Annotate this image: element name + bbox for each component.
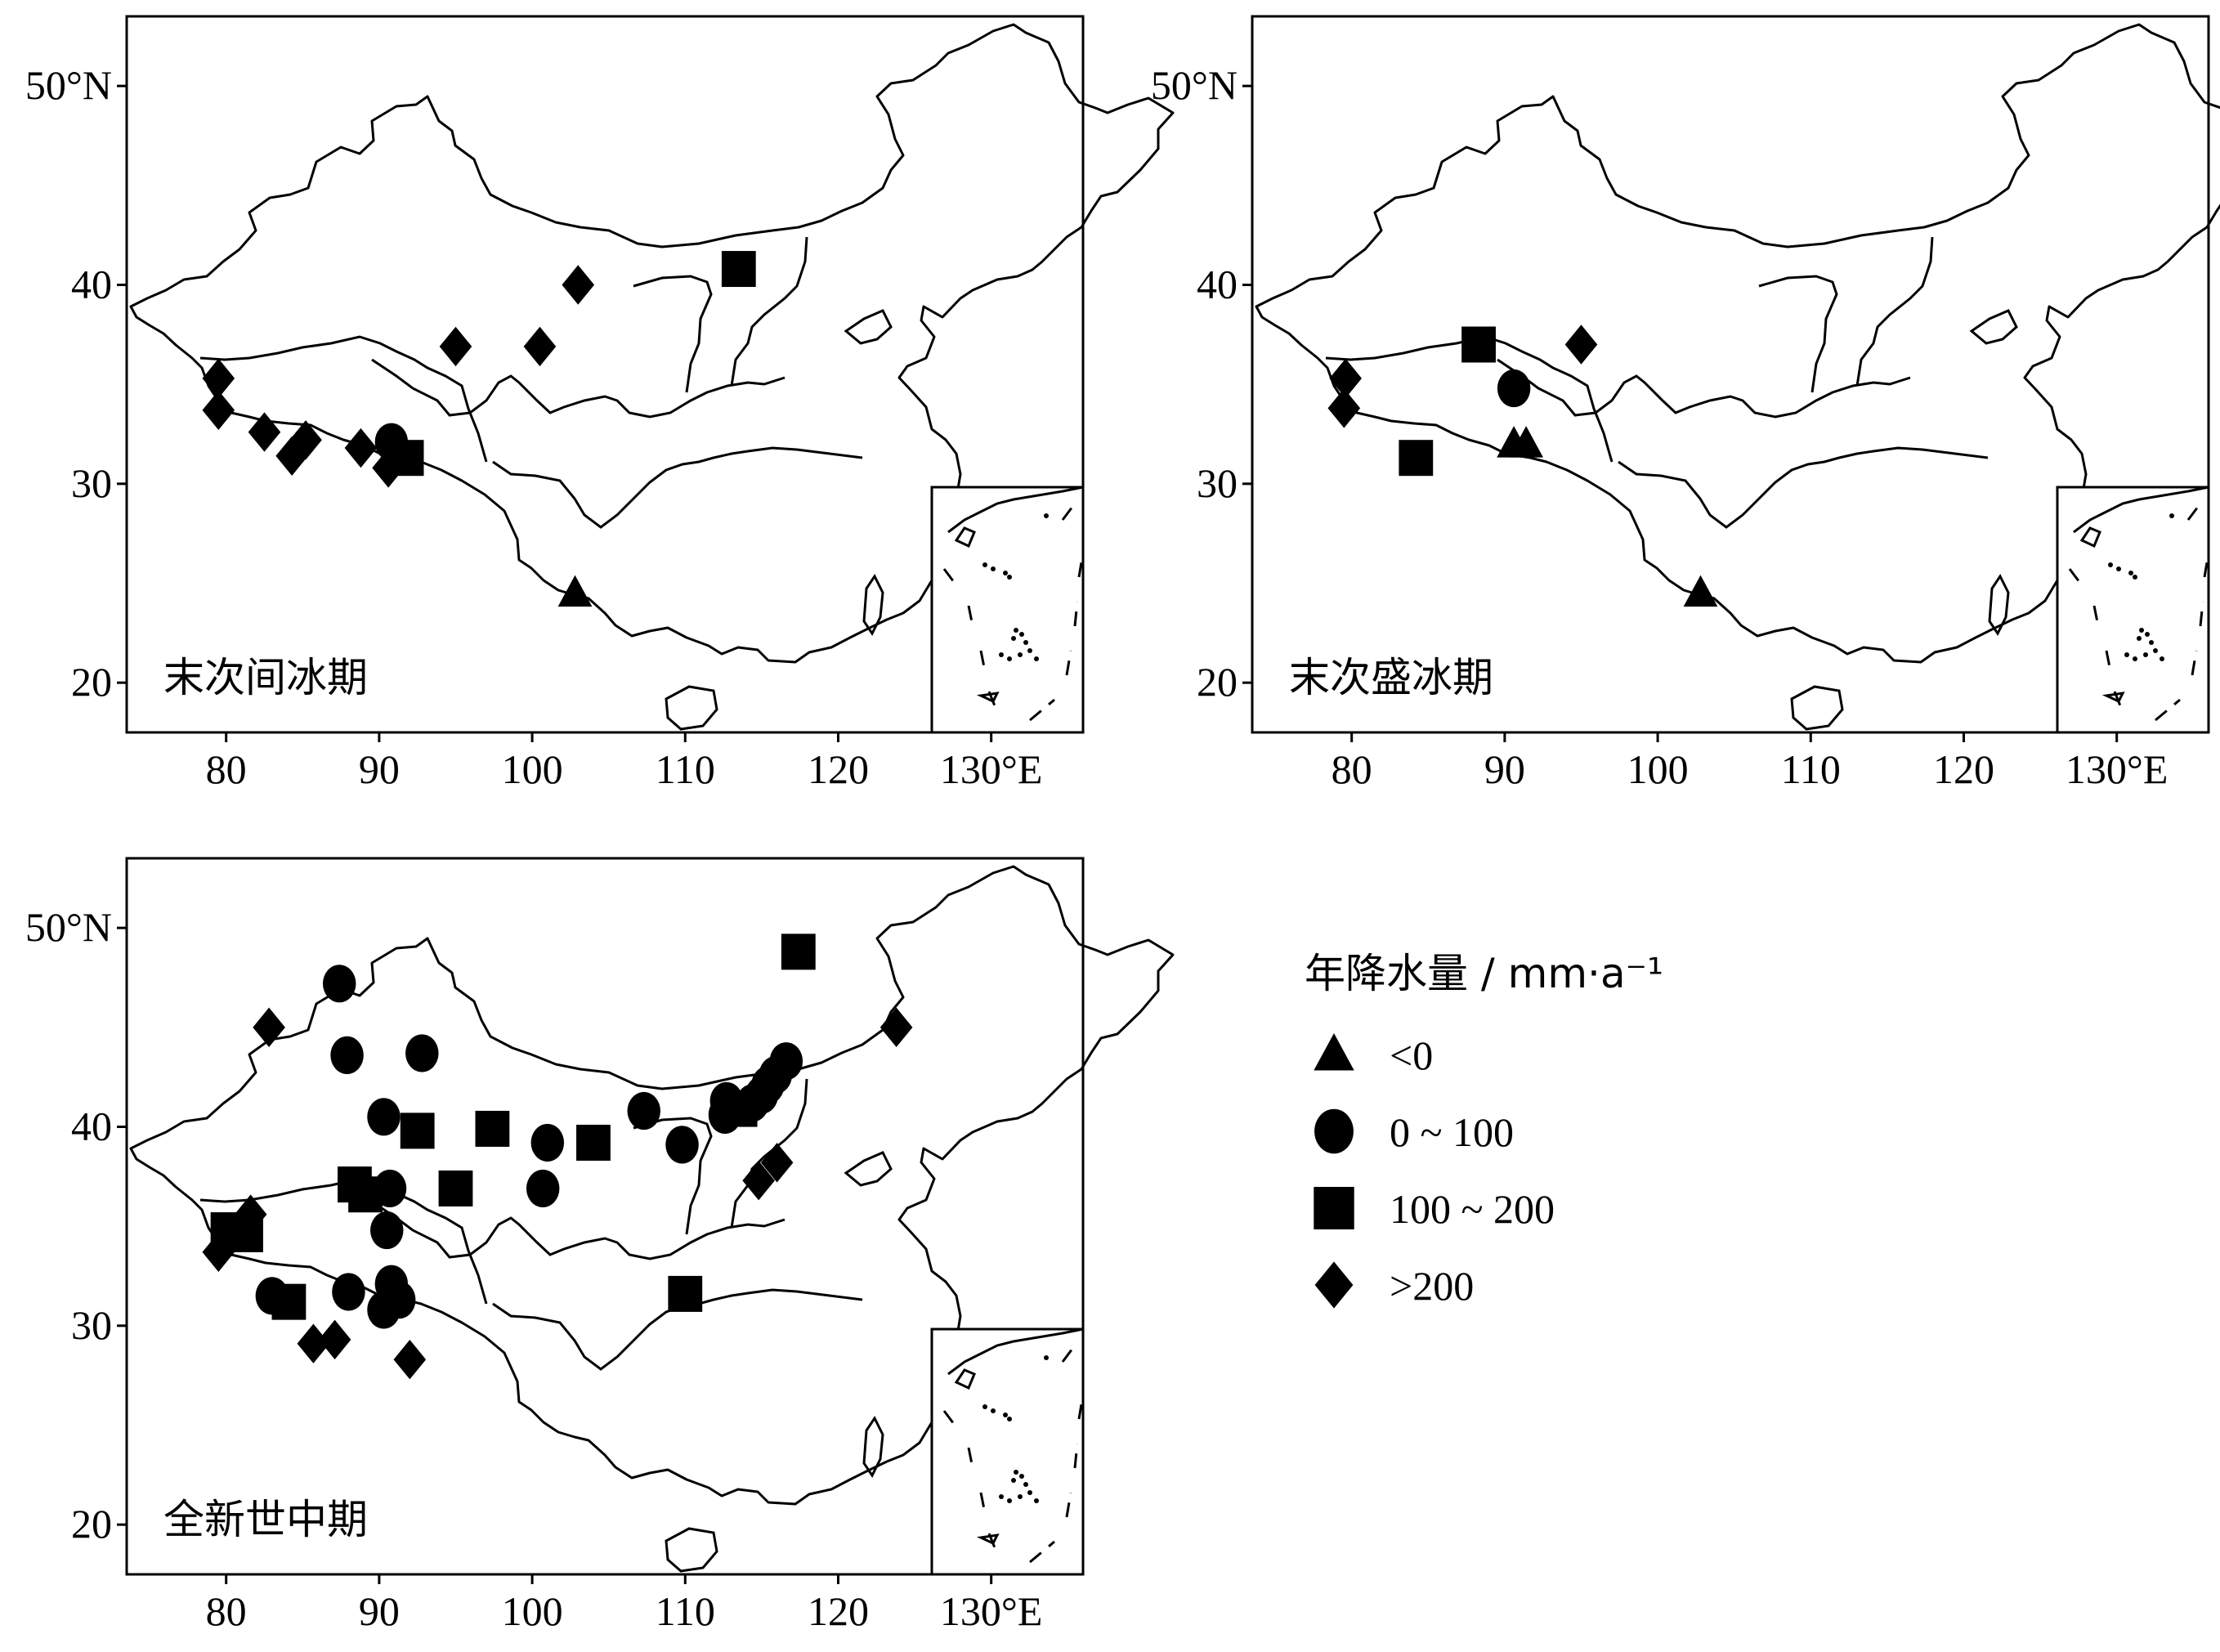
legend-label-diamond: >200	[1390, 1263, 1474, 1309]
legend-title: 年降水量 / mm·a⁻¹	[1305, 950, 1663, 997]
legend-circle-icon	[1314, 1108, 1354, 1154]
site-marker-circle	[330, 1036, 364, 1074]
south-china-sea-inset	[2056, 486, 2210, 734]
y-tick-label: 50°N	[1151, 62, 1238, 108]
legend-square-icon	[1314, 1187, 1354, 1229]
legend-items: <0 0 ~ 100 100 ~ 200 >200	[1314, 1032, 1555, 1309]
site-marker-circle	[1497, 369, 1531, 408]
y-tick-label: 40	[1197, 262, 1238, 307]
site-marker-circle	[367, 1291, 401, 1329]
x-tick-label: 80	[1332, 746, 1372, 792]
map-panel-2: 80 90 100 110 120 130°E 20 30 40 50°N 末次盛冰期	[1151, 15, 2220, 792]
x-tick-label: 110	[1781, 746, 1841, 792]
site-marker-square	[438, 1170, 473, 1207]
legend-label-triangle: <0	[1390, 1032, 1433, 1078]
y-tick-label: 30	[1197, 460, 1238, 506]
legend-label-circle: 0 ~ 100	[1390, 1109, 1514, 1155]
legend-diamond-icon	[1314, 1261, 1354, 1309]
x-tick-label: 130°E	[2066, 746, 2169, 792]
site-marker-diamond	[234, 1194, 267, 1234]
y-tick-label: 30	[71, 460, 112, 506]
x-tick-label: 120	[808, 746, 869, 792]
x-tick-label: 110	[656, 1588, 715, 1634]
south-china-sea-inset	[930, 1327, 1085, 1576]
site-marker-circle	[526, 1169, 560, 1208]
site-marker-diamond	[275, 436, 308, 476]
y-tick-label: 20	[71, 659, 112, 705]
site-marker-circle	[373, 1169, 407, 1208]
site-marker-diamond	[523, 326, 557, 367]
site-marker-circle	[665, 1126, 699, 1164]
site-marker-diamond	[1564, 325, 1598, 365]
site-marker-square	[475, 1110, 510, 1147]
x-tick-label: 90	[359, 746, 400, 792]
site-marker-square	[271, 1283, 307, 1320]
site-marker-circle	[370, 1211, 404, 1250]
map-panel-1: 80 90 100 110 120 130°E 20 30 40 50°N 末次间冰期	[25, 15, 1175, 792]
site-marker-diamond	[439, 326, 472, 367]
site-marker-square	[400, 1113, 435, 1149]
y-tick-label: 40	[71, 1104, 112, 1149]
x-tick-label: 100	[502, 1588, 563, 1634]
panel-title: 末次盛冰期	[1289, 654, 1493, 701]
x-tick-label: 80	[206, 1588, 247, 1634]
x-tick-label: 80	[206, 746, 247, 792]
y-tick-label: 20	[1197, 659, 1238, 705]
site-marker-diamond	[289, 420, 322, 460]
site-marker-square	[576, 1124, 611, 1161]
site-marker-diamond	[318, 1319, 351, 1360]
site-marker-diamond	[344, 428, 378, 468]
site-marker-square	[1399, 440, 1434, 477]
south-china-sea-inset	[930, 486, 1085, 734]
y-tick-label: 40	[71, 262, 112, 307]
x-tick-label: 90	[1484, 746, 1525, 792]
panel-title: 末次间冰期	[163, 654, 368, 701]
site-marker-triangle	[1509, 426, 1543, 458]
site-marker-circle	[322, 965, 356, 1003]
legend-label-square: 100 ~ 200	[1390, 1186, 1555, 1232]
site-marker-square	[668, 1275, 703, 1312]
site-marker-diamond	[1327, 388, 1361, 428]
x-tick-label: 90	[359, 1588, 400, 1634]
x-tick-label: 110	[656, 746, 715, 792]
legend: 年降水量 / mm·a⁻¹ <0 0 ~ 100 100 ~ 200 >200	[1305, 950, 1663, 1309]
site-marker-square	[721, 251, 756, 288]
site-marker-circle	[367, 1098, 401, 1136]
y-tick-label: 50°N	[25, 62, 112, 108]
map-panel-3: 80 90 100 110 120 130°E 20 30 40 50°N 全新世中期	[25, 857, 1175, 1634]
site-marker-diamond	[742, 1161, 775, 1201]
site-marker-diamond	[562, 265, 595, 305]
site-marker-diamond	[248, 412, 281, 452]
x-tick-label: 100	[1627, 746, 1689, 792]
panel-title: 全新世中期	[163, 1496, 368, 1543]
x-tick-label: 120	[1933, 746, 1994, 792]
site-marker-circle	[405, 1034, 439, 1072]
y-tick-label: 30	[71, 1302, 112, 1348]
site-marker-square	[781, 933, 816, 970]
legend-triangle-icon	[1314, 1033, 1354, 1071]
site-marker-circle	[332, 1273, 365, 1311]
site-marker-circle	[627, 1091, 660, 1130]
site-marker-diamond	[1329, 358, 1362, 399]
y-tick-label: 50°N	[25, 904, 112, 950]
panels-layer: 80 90 100 110 120 130°E 20 30 40 50°N 末次间冰期 80 90 100…	[25, 15, 2220, 1634]
site-marker-circle	[530, 1123, 565, 1162]
site-marker-circle	[769, 1042, 803, 1081]
x-tick-label: 130°E	[940, 1588, 1043, 1634]
x-tick-label: 130°E	[940, 746, 1043, 792]
x-tick-label: 120	[808, 1588, 869, 1634]
site-marker-diamond	[372, 448, 405, 488]
y-tick-label: 20	[71, 1501, 112, 1547]
site-marker-diamond	[393, 1340, 427, 1380]
x-tick-label: 100	[502, 746, 563, 792]
site-marker-triangle	[557, 575, 593, 607]
site-marker-square	[1461, 326, 1496, 363]
site-marker-triangle	[1683, 575, 1718, 607]
site-marker-diamond	[297, 1323, 330, 1363]
